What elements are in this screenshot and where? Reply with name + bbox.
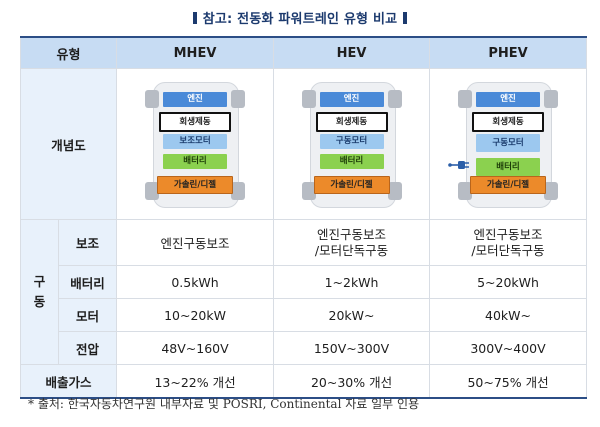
phev-motor: 40kW~ bbox=[429, 298, 588, 332]
phev-assist-line2: /모터단독구동 bbox=[471, 242, 545, 258]
wheel bbox=[387, 90, 402, 108]
hev-assist-line1: 엔진구동보조 bbox=[317, 226, 387, 242]
mhev-voltage: 48V~160V bbox=[116, 331, 275, 365]
fuel-block: 가솔린/디젤 bbox=[313, 176, 390, 194]
engine-block: 엔진 bbox=[319, 92, 384, 107]
hev-voltage: 150V~300V bbox=[273, 331, 431, 365]
drive-group-text: 구동 bbox=[33, 274, 46, 309]
wheel bbox=[544, 182, 559, 200]
emissions-row: 배출가스 13~22% 개선 20~30% 개선 50~75% 개선 bbox=[19, 364, 588, 399]
mhev-diagram: 엔진 회생제동 보조모터 배터리 가솔린/디젤 bbox=[141, 78, 249, 210]
assist-row: 구동 보조 엔진구동보조 엔진구동보조 /모터단독구동 엔진구동보조 /모터단독… bbox=[20, 219, 588, 365]
motor-label: 모터 bbox=[57, 298, 118, 332]
mhev-assist: 엔진구동보조 bbox=[116, 219, 275, 266]
regen-block: 회생제동 bbox=[472, 112, 545, 132]
motor-row: 모터 10~20kW 20kW~ 40kW~ bbox=[21, 298, 588, 332]
wheel bbox=[301, 182, 316, 200]
header-row: 유형 MHEV HEV PHEV bbox=[19, 36, 588, 69]
wheel bbox=[145, 90, 160, 108]
page-title: 참고: 전동화 파워트레인 유형 비교 bbox=[0, 8, 600, 27]
voltage-row: 전압 48V~160V 150V~300V 300V~400V bbox=[21, 331, 588, 365]
phev-assist: 엔진구동보조 /모터단독구동 bbox=[429, 219, 588, 266]
hev-motor: 20kW~ bbox=[273, 298, 431, 332]
phev-assist-line1: 엔진구동보조 bbox=[473, 226, 543, 242]
mhev-emissions: 13~22% 개선 bbox=[116, 364, 275, 399]
wheel bbox=[231, 90, 246, 108]
drive-group-label: 구동 bbox=[20, 219, 59, 365]
fuel-block: 가솔린/디젤 bbox=[157, 176, 234, 194]
title-bar-left bbox=[192, 12, 197, 24]
regen-block: 회생제동 bbox=[159, 112, 232, 132]
mhev-diagram-cell: 엔진 회생제동 보조모터 배터리 가솔린/디젤 bbox=[116, 68, 275, 220]
wheel bbox=[145, 182, 160, 200]
voltage-label: 전압 bbox=[57, 331, 118, 365]
motor-block: 보조모터 bbox=[163, 134, 228, 149]
header-hev: HEV bbox=[273, 36, 431, 69]
mhev-motor: 10~20kW bbox=[116, 298, 275, 332]
emissions-label: 배출가스 bbox=[19, 364, 118, 399]
hev-assist: 엔진구동보조 /모터단독구동 bbox=[273, 219, 431, 266]
header-phev: PHEV bbox=[429, 36, 588, 69]
phev-battery: 5~20kWh bbox=[429, 265, 588, 299]
hev-emissions: 20~30% 개선 bbox=[273, 364, 431, 399]
motor-block: 구동모터 bbox=[319, 134, 384, 149]
wheel bbox=[301, 90, 316, 108]
wheel bbox=[458, 182, 473, 200]
engine-block: 엔진 bbox=[163, 92, 228, 107]
wheel bbox=[544, 90, 559, 108]
battery-block: 배터리 bbox=[319, 154, 384, 169]
header-mhev: MHEV bbox=[116, 36, 275, 69]
battery-row: 배터리 0.5kWh 1~2kWh 5~20kWh bbox=[21, 265, 588, 299]
hev-diagram-cell: 엔진 회생제동 구동모터 배터리 가솔린/디젤 bbox=[273, 68, 431, 220]
battery-block: 배터리 bbox=[476, 158, 541, 176]
regen-block: 회생제동 bbox=[315, 112, 388, 132]
phev-diagram-cell: 엔진 회생제동 구동모터 배터리 가솔린/디젤 bbox=[429, 68, 588, 220]
battery-label: 배터리 bbox=[57, 265, 118, 299]
diagram-row: 개념도 엔진 회생제동 보조모터 배터리 가솔린/디젤 엔진 회생제동 구동모터 bbox=[19, 68, 588, 220]
wheel bbox=[231, 182, 246, 200]
diagram-row-label: 개념도 bbox=[19, 68, 118, 220]
comparison-table: 유형 MHEV HEV PHEV 개념도 엔진 회생제동 보조모터 배터리 가솔… bbox=[19, 36, 588, 399]
wheel bbox=[458, 90, 473, 108]
hev-diagram: 엔진 회생제동 구동모터 배터리 가솔린/디젤 bbox=[298, 78, 406, 210]
phev-voltage: 300V~400V bbox=[429, 331, 588, 365]
header-type: 유형 bbox=[19, 36, 118, 69]
mhev-battery: 0.5kWh bbox=[116, 265, 275, 299]
hev-battery: 1~2kWh bbox=[273, 265, 431, 299]
engine-block: 엔진 bbox=[476, 92, 541, 107]
title-text: 참고: 전동화 파워트레인 유형 비교 bbox=[202, 12, 398, 27]
fuel-block: 가솔린/디젤 bbox=[470, 176, 547, 194]
motor-block: 구동모터 bbox=[476, 134, 541, 152]
battery-block: 배터리 bbox=[163, 154, 228, 169]
charging-plug-icon bbox=[448, 161, 470, 169]
source-footnote: * 출처: 한국자동차연구원 내부자료 및 POSRI, Continental… bbox=[28, 397, 420, 411]
phev-emissions: 50~75% 개선 bbox=[429, 364, 588, 399]
assist-label: 보조 bbox=[57, 219, 118, 266]
hev-assist-line2: /모터단독구동 bbox=[314, 242, 389, 258]
title-bar-right bbox=[403, 12, 408, 24]
wheel bbox=[387, 182, 402, 200]
phev-diagram: 엔진 회생제동 구동모터 배터리 가솔린/디젤 bbox=[448, 78, 562, 210]
